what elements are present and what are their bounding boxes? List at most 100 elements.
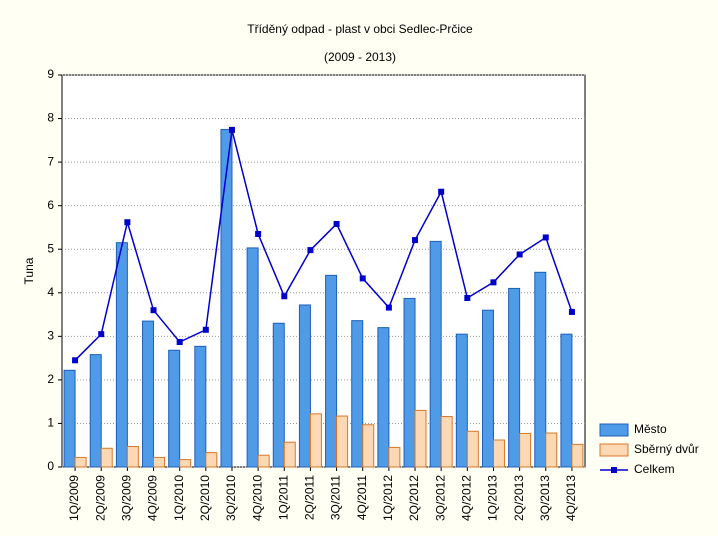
bar [466,430,479,468]
line-marker [255,230,262,237]
line-marker [150,307,157,314]
line-marker [281,293,288,300]
bar [194,345,207,468]
y-tick-label: 1 [47,416,54,430]
x-tick-label: 1Q/2013 [486,475,500,521]
bar [179,459,192,468]
line-marker [412,237,419,244]
bar [362,424,375,468]
legend-swatch [599,423,629,437]
x-tick-label: 2Q/2012 [407,475,421,521]
line-marker [490,279,497,286]
plot-area [61,74,586,468]
bar [377,327,390,468]
x-tick-label: 4Q/2011 [355,475,369,520]
line [74,129,573,361]
chart-title: Tříděný odpad - plast v obci Sedlec-Prči… [247,22,473,36]
y-tick-label: 6 [47,198,54,212]
bar [89,354,102,468]
x-tick-label: 1Q/2012 [381,475,395,521]
y-tick-label: 3 [47,329,54,343]
line-marker [542,234,549,241]
x-tick-label: 3Q/2013 [538,475,552,521]
legend-label: Sběrný dvůr [634,442,699,456]
y-tick-label: 0 [47,459,54,473]
bar [481,309,494,468]
y-tick-label: 5 [47,241,54,255]
x-tick-label: 3Q/2009 [120,475,134,521]
x-tick-label: 3Q/2012 [433,475,447,521]
y-tick-label: 7 [47,154,54,168]
x-tick-label: 4Q/2012 [459,475,473,521]
bar [115,242,128,468]
line-marker [124,219,131,226]
line-marker [228,126,235,133]
line-marker [333,220,340,227]
line-marker [72,357,79,364]
bar [440,415,453,468]
legend-swatch [611,467,617,473]
y-tick-label: 2 [47,372,54,386]
legend-label: Celkem [634,462,675,476]
bar [492,439,505,468]
bar [220,128,233,468]
line-marker [307,247,314,254]
chart-subtitle: (2009 - 2013) [324,50,396,64]
x-tick-label: 2Q/2010 [198,475,212,521]
bar [126,446,139,468]
line-marker [385,304,392,311]
bar [403,297,416,468]
line-marker [438,188,445,195]
x-tick-label: 1Q/2011 [276,475,290,520]
x-tick-label: 2Q/2013 [512,475,526,521]
bar [205,452,218,468]
bar [571,443,584,468]
bar [534,271,547,468]
line-marker [464,295,471,302]
bar [168,349,181,468]
x-tick-label: 1Q/2010 [172,475,186,521]
line-marker [202,326,209,333]
line-marker [568,308,575,315]
x-tick-label: 3Q/2010 [224,475,238,521]
bar [309,413,322,468]
bar [519,432,532,468]
x-tick-label: 2Q/2009 [93,475,107,521]
x-tick-label: 4Q/2010 [250,475,264,521]
line-marker [516,251,523,258]
legend-label: Město [634,422,667,436]
bar [414,409,427,468]
bar [545,432,558,468]
y-axis-label: Tuna [22,257,36,284]
y-tick-label: 8 [47,111,54,125]
bar [283,441,296,468]
bar [257,454,270,468]
bar [351,320,364,468]
x-tick-label: 3Q/2011 [329,475,343,520]
y-tick-label: 4 [47,285,54,299]
bar [429,240,442,468]
bar [100,447,113,468]
bar [388,446,401,468]
x-tick-label: 1Q/2009 [67,475,81,521]
bar [74,456,87,468]
x-tick-label: 2Q/2011 [303,475,317,520]
legend-swatch [599,443,629,457]
bar [325,274,338,468]
bar [63,369,76,468]
bar [298,304,311,468]
bar [560,333,573,468]
x-tick-label: 4Q/2009 [146,475,160,521]
bar [455,333,468,468]
line-marker [98,331,105,338]
bar [153,456,166,468]
line-marker [176,338,183,345]
x-tick-label: 4Q/2013 [564,475,578,521]
y-tick-label: 9 [47,67,54,81]
bar [336,415,349,468]
bar [508,287,521,468]
line-marker [359,275,366,282]
bar [142,320,155,468]
bar [272,322,285,468]
